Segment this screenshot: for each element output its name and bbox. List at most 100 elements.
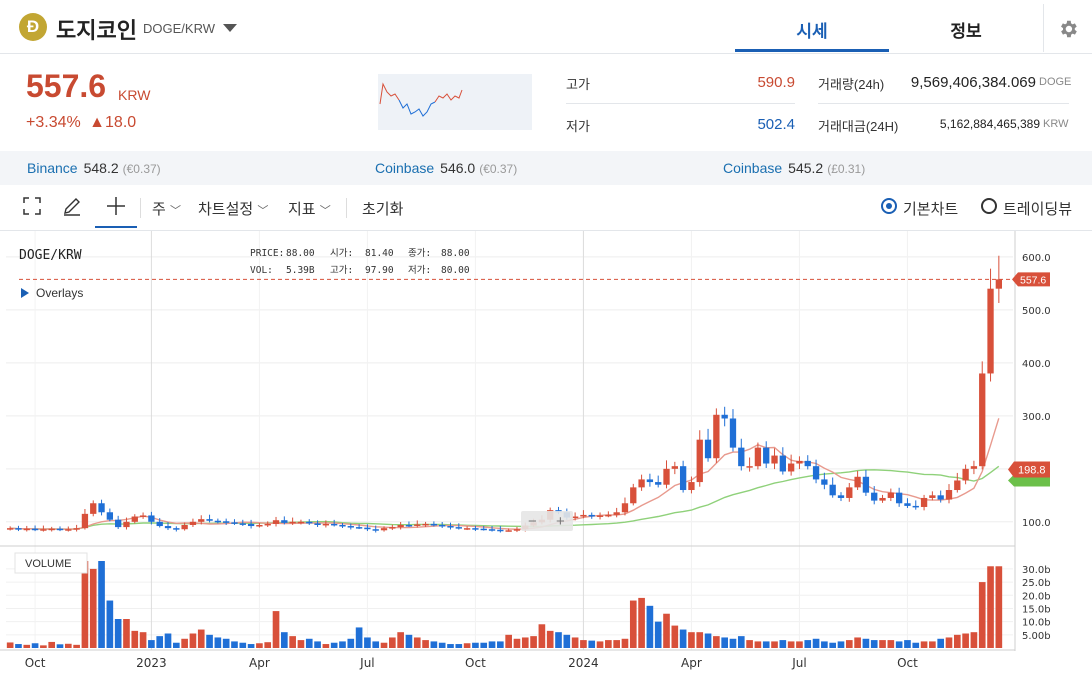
exchange-price: 546.0 <box>440 160 476 176</box>
zoom-out-button[interactable]: − <box>528 513 537 530</box>
tab-price[interactable]: 시세 <box>796 22 828 42</box>
chart-toolbar: 주 ﹀ 차트설정 ﹀ 지표 ﹀ 초기화 기본차트 트레이딩뷰 <box>0 186 1092 231</box>
candle-body <box>314 523 321 525</box>
ohlc-high-value: 97.90 <box>365 265 394 276</box>
pair-dropdown-caret-icon[interactable] <box>223 24 237 32</box>
candle-body <box>513 529 521 531</box>
candle-body <box>439 524 446 527</box>
candle-body <box>812 466 820 480</box>
volume-bar <box>571 637 579 648</box>
candle-body <box>829 484 836 496</box>
time-axis-tick: Apr <box>249 656 270 670</box>
ohlc-close-value: 88.00 <box>441 248 470 259</box>
exchange-name: Binance <box>27 160 78 176</box>
exchange-item[interactable]: Binance 548.2 (€0.37) <box>27 160 161 176</box>
volume-bar <box>671 625 679 648</box>
ohlc-open-value: 81.40 <box>365 248 394 259</box>
candle-body <box>372 529 379 531</box>
indicators-dropdown[interactable]: 지표 ﹀ <box>288 198 331 219</box>
candle-body <box>339 524 346 527</box>
volume-bar <box>638 597 645 648</box>
exchange-item[interactable]: Coinbase 545.2 (£0.31) <box>723 160 865 176</box>
volume-bar <box>289 636 296 648</box>
candle-body <box>414 524 421 526</box>
chart-settings-dropdown[interactable]: 차트설정 ﹀ <box>198 198 268 219</box>
volume-bar <box>945 637 953 648</box>
candle-body <box>380 528 388 531</box>
play-triangle-icon <box>21 288 29 298</box>
overlays-toggle[interactable]: Overlays <box>21 286 83 300</box>
basic-chart-radio[interactable] <box>881 198 897 214</box>
candle-body <box>688 482 695 491</box>
last-price-tag-value: 557.6 <box>1020 274 1046 286</box>
tab-info[interactable]: 정보 <box>950 22 982 42</box>
volume-bar <box>879 640 886 648</box>
zoom-in-button[interactable]: + <box>556 513 565 530</box>
toolbar-divider <box>140 198 141 218</box>
volume-bar <box>746 640 753 648</box>
candle-body <box>804 460 811 467</box>
volume-bar <box>89 568 97 648</box>
candle-body <box>613 512 620 515</box>
volume-bar <box>854 637 861 648</box>
candle-body <box>48 528 55 531</box>
candle-body <box>123 521 130 528</box>
crosshair-icon[interactable] <box>105 196 127 218</box>
volume-bar <box>895 641 903 648</box>
tradingview-label[interactable]: 트레이딩뷰 <box>1003 201 1073 218</box>
volume-bar <box>189 633 197 648</box>
fullscreen-icon[interactable] <box>21 196 43 218</box>
volume-bar <box>330 642 338 648</box>
period-label: 주 <box>152 201 166 218</box>
candle-body <box>65 529 72 531</box>
candle-body <box>73 528 80 530</box>
exchange-item[interactable]: Coinbase 546.0 (€0.37) <box>375 160 517 176</box>
volume-bar <box>148 640 155 648</box>
volume-bar <box>6 642 14 648</box>
candle-body <box>895 492 903 504</box>
basic-chart-label[interactable]: 기본차트 <box>903 201 959 218</box>
gear-icon[interactable] <box>1043 4 1092 52</box>
ohlc-high-label: 고가: <box>330 265 353 276</box>
price-axis-tick: 600.0 <box>1022 253 1051 264</box>
zoom-controls[interactable]: − + <box>521 511 573 531</box>
exchange-name: Coinbase <box>723 160 783 176</box>
period-dropdown[interactable]: 주 ﹀ <box>152 198 181 219</box>
candle-body <box>837 495 845 498</box>
candle-body <box>422 523 429 526</box>
candlestick-series <box>6 255 1003 533</box>
volume-axis-tick: 15.0b <box>1022 604 1051 615</box>
chart-symbol: DOGE/KRW <box>19 248 82 263</box>
candle-body <box>871 492 878 501</box>
candle-body <box>90 503 97 514</box>
candle-body <box>214 520 222 523</box>
tradingview-radio[interactable] <box>981 198 997 214</box>
candle-body <box>887 492 894 498</box>
volume-bar <box>480 642 488 648</box>
exchange-price: 545.2 <box>788 160 824 176</box>
candle-body <box>256 524 263 527</box>
price-chart[interactable]: 100.0200.0300.0400.0500.0600.030.0b25.0b… <box>0 231 1092 681</box>
candle-body <box>6 528 14 530</box>
ohlc-low-value: 80.00 <box>441 265 470 276</box>
volume-bar <box>555 632 562 648</box>
exchange-name: Coinbase <box>375 160 435 176</box>
amount-label: 거래대금(24H) <box>818 119 899 134</box>
volume-bar <box>613 640 620 648</box>
chart-settings-label: 차트설정 <box>198 201 254 218</box>
candle-body <box>281 520 288 523</box>
volume-bar <box>172 642 180 648</box>
candle-body <box>15 528 22 530</box>
candle-body <box>904 503 911 506</box>
volume-bar <box>405 634 413 648</box>
candle-body <box>164 526 172 529</box>
volume-axis-tick: 5.00b <box>1022 631 1051 642</box>
ma-short-tag-value: 198.8 <box>1018 464 1046 476</box>
candle-body <box>131 516 138 522</box>
candle-body <box>173 528 180 530</box>
volume-bar <box>98 561 105 648</box>
volume-series <box>6 561 1003 648</box>
reset-button[interactable]: 초기화 <box>362 201 404 218</box>
pencil-draw-icon[interactable] <box>61 196 83 218</box>
volume-bar <box>364 637 371 648</box>
